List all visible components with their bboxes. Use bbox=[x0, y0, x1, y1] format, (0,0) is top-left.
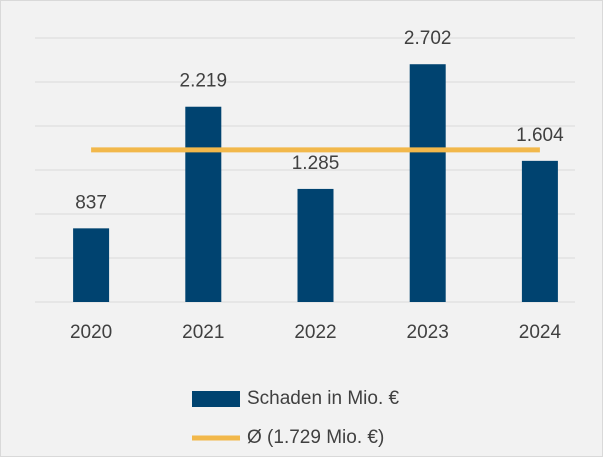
value-label: 2.702 bbox=[404, 28, 452, 49]
x-tick-label: 2023 bbox=[407, 322, 449, 343]
x-tick-label: 2021 bbox=[182, 322, 224, 343]
value-label: 1.285 bbox=[292, 153, 340, 174]
legend-label: Ø (1.729 Mio. €) bbox=[247, 427, 384, 448]
bar bbox=[409, 64, 446, 302]
value-label: 1.604 bbox=[516, 125, 564, 146]
legend-label: Schaden in Mio. € bbox=[247, 388, 400, 409]
value-label: 837 bbox=[75, 192, 107, 213]
x-tick-label: 2020 bbox=[70, 322, 112, 343]
bar bbox=[73, 228, 110, 302]
bar bbox=[297, 188, 334, 302]
value-label: 2.219 bbox=[180, 71, 228, 92]
x-tick-label: 2024 bbox=[519, 322, 562, 343]
bar bbox=[185, 106, 222, 302]
bar bbox=[521, 160, 558, 302]
x-tick-label: 2022 bbox=[294, 322, 336, 343]
legend-swatch bbox=[192, 391, 240, 407]
